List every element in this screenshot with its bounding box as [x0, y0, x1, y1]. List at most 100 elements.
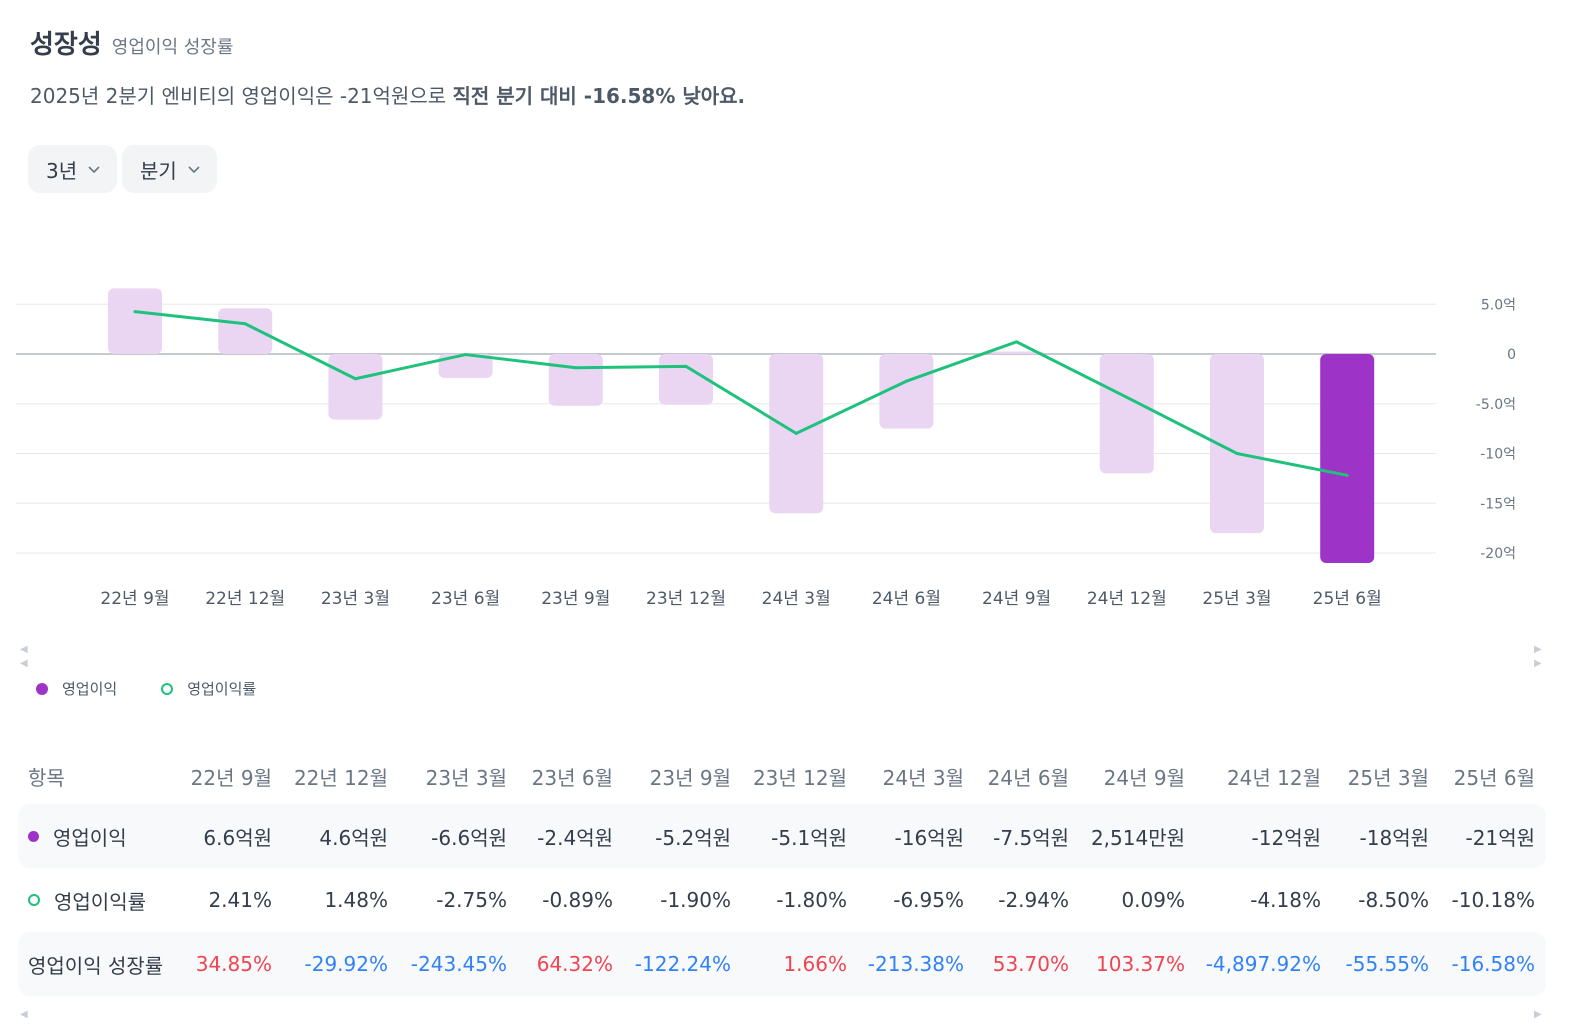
table-cell: -4,897.92%: [1205, 952, 1321, 976]
row-label: 영업이익: [28, 804, 127, 868]
bullet-ring-icon: [28, 894, 40, 906]
legend-line-label: 영업이익률: [187, 680, 257, 698]
table-header-cell: 24년 6월: [987, 765, 1069, 790]
margin-point-24년 6월: [904, 379, 908, 383]
table-cell: 1.66%: [783, 952, 847, 976]
margin-point-23년 6월: [464, 353, 468, 357]
margin-point-23년 3월: [353, 377, 357, 381]
table-scroll-right-icon[interactable]: ▶: [1534, 1009, 1542, 1020]
table-cell: -4.18%: [1250, 888, 1321, 912]
axis-labels: 5.0억 0 -5.0억 -10억 -15억 -20억 22년 9월 22년 12월 23년 3…: [100, 297, 1516, 609]
row-label-text: 영업이익률: [54, 889, 146, 914]
bullet-filled-icon: [28, 830, 39, 842]
table-cell: -29.92%: [304, 952, 388, 976]
table-header-label: 항목: [28, 765, 65, 790]
table-cell: -10.18%: [1451, 888, 1535, 912]
table-cell: -12억원: [1251, 825, 1321, 850]
margin-series-line: [134, 310, 1348, 477]
scroll-left-icon[interactable]: ◀: [20, 644, 28, 655]
table-cell: -18억원: [1359, 825, 1429, 850]
period-dropdown[interactable]: 3년: [28, 145, 118, 193]
table-header-cell: 25년 3월: [1347, 765, 1429, 790]
margin-point-25년 3월: [1235, 452, 1239, 455]
x-tick-label: 23년 3월: [321, 589, 390, 609]
x-tick-label: 24년 9월: [982, 589, 1051, 609]
table-cell: 6.6억원: [203, 825, 272, 850]
y-tick-label: -15억: [1480, 496, 1516, 512]
y-tick-label: 5.0억: [1481, 297, 1516, 313]
table-cell: -55.55%: [1345, 952, 1429, 976]
table-cell: -1.90%: [660, 888, 731, 912]
table-cell: -2.4억원: [537, 825, 613, 850]
data-table: 항목 22년 9월 22년 12월 23년 3월 23년 6월 23년 9월 23년 12…: [18, 748, 1546, 996]
legend-item-operating-profit[interactable]: 영업이익: [36, 678, 117, 699]
legend-bar-label: 영업이익: [62, 680, 118, 698]
x-tick-label: 25년 3월: [1202, 589, 1271, 609]
chevron-down-icon: [188, 166, 200, 174]
summary-text: 2025년 2분기 엔비티의 영업이익은 -21억원으로 직전 분기 대비 -1…: [30, 80, 745, 109]
scroll-left-icon[interactable]: ◀: [20, 658, 28, 669]
table-cell: -7.5억원: [993, 825, 1069, 850]
table-cell: 34.85%: [195, 952, 272, 976]
bar-23년 3월: [328, 354, 383, 420]
chart-legend: 영업이익 영업이익률: [36, 678, 300, 699]
x-tick-label: 22년 12월: [205, 589, 285, 609]
table-header-cell: 23년 6월: [531, 765, 613, 790]
table-header-cell: 24년 3월: [882, 765, 964, 790]
margin-point-22년 12월: [243, 322, 247, 326]
row-label-text: 영업이익 성장률: [28, 953, 164, 978]
table-cell: -122.24%: [634, 952, 731, 976]
table-header-cell: 23년 9월: [649, 765, 731, 790]
table-cell: 2.41%: [208, 888, 272, 912]
table-cell: -2.75%: [436, 888, 507, 912]
table-cell: 4.6억원: [319, 825, 388, 850]
table-cell: -6.6억원: [431, 825, 507, 850]
interval-dropdown[interactable]: 분기: [122, 145, 217, 193]
table-cell: -213.38%: [867, 952, 964, 976]
bar-23년 6월: [438, 354, 493, 378]
operating-profit-chart: 5.0억 0 -5.0억 -10억 -15억 -20억 22년 9월 22년 12월 23년 3…: [16, 288, 1516, 609]
table-cell: -8.50%: [1358, 888, 1429, 912]
table-cell: -16.58%: [1451, 952, 1535, 976]
table-row-growth-rate: 영업이익 성장률 34.85% -29.92% -243.45% 64.32% -122…: [18, 932, 1546, 996]
chevron-down-icon: [88, 166, 100, 174]
legend-line-icon: [161, 682, 174, 695]
margin-point-25년 6월: [1345, 473, 1349, 477]
scroll-right-icon[interactable]: ▶: [1534, 658, 1542, 669]
table-cell: -5.1억원: [771, 825, 847, 850]
margin-line: [133, 310, 1349, 477]
summary-bold: 직전 분기 대비 -16.58% 낮아요.: [452, 84, 746, 108]
table-header-row: 항목 22년 9월 22년 12월 23년 3월 23년 6월 23년 9월 23년 12…: [18, 748, 1546, 804]
x-tick-label: 25년 6월: [1313, 589, 1382, 609]
table-scroll-left-icon[interactable]: ◀: [20, 1009, 28, 1020]
table-cell: -5.2억원: [655, 825, 731, 850]
summary-plain: 2025년 2분기 엔비티의 영업이익은 -21억원으로: [30, 84, 447, 108]
table-cell: -21억원: [1465, 825, 1535, 850]
margin-point-24년 12월: [1125, 395, 1129, 399]
table-cell: 2,514만원: [1090, 825, 1185, 850]
x-tick-label: 23년 9월: [541, 589, 610, 609]
margin-point-22년 9월: [133, 310, 137, 314]
x-tick-label: 22년 9월: [100, 589, 169, 609]
x-tick-label: 23년 12월: [646, 589, 726, 609]
row-label-text: 영업이익: [53, 825, 127, 850]
x-tick-label: 24년 6월: [872, 589, 941, 609]
page-title: 성장성: [30, 30, 102, 60]
x-tick-label: 24년 12월: [1087, 589, 1167, 609]
table-cell: -243.45%: [410, 952, 507, 976]
table-cell: 103.37%: [1096, 952, 1185, 976]
page-subtitle: 영업이익 성장률: [111, 37, 234, 58]
table-header-cell: 24년 9월: [1103, 765, 1185, 790]
bar-22년 9월: [108, 288, 162, 354]
x-tick-label: 23년 6월: [431, 589, 500, 609]
table-cell: -0.89%: [542, 888, 613, 912]
x-tick-label: 24년 3월: [762, 589, 831, 609]
scroll-right-icon[interactable]: ▶: [1534, 644, 1542, 655]
section-header: 성장성 영업이익 성장률: [30, 24, 233, 61]
row-label: 영업이익률: [28, 868, 146, 932]
table-header-cell: 24년 12월: [1226, 765, 1321, 790]
margin-point-23년 9월: [574, 366, 578, 370]
legend-item-operating-margin[interactable]: 영업이익률: [161, 678, 256, 699]
table-cell: 64.32%: [536, 952, 613, 976]
margin-point-24년 9월: [1015, 340, 1019, 344]
